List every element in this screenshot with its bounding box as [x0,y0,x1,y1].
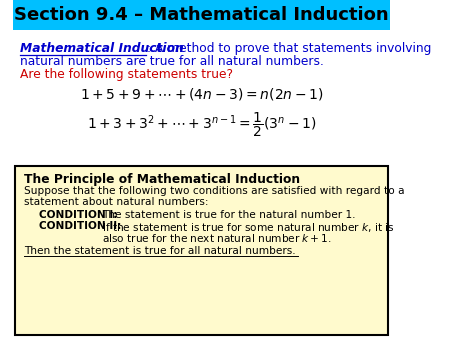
Text: Suppose that the following two conditions are satisfied with regard to a: Suppose that the following two condition… [24,186,405,196]
Text: CONDITION I:: CONDITION I: [39,210,118,220]
Text: CONDITION II:: CONDITION II: [39,221,122,232]
FancyBboxPatch shape [15,166,388,335]
Text: $1 + 5 + 9 + \cdots + (4n - 3) = n(2n - 1)$: $1 + 5 + 9 + \cdots + (4n - 3) = n(2n - … [80,86,324,102]
Text: Then the statement is true for all natural numbers.: Then the statement is true for all natur… [24,246,296,256]
Text: The Principle of Mathematical Induction: The Principle of Mathematical Induction [24,173,301,186]
Text: Section 9.4 – Mathematical Induction: Section 9.4 – Mathematical Induction [14,6,389,24]
Text: : A method to prove that statements involving: : A method to prove that statements invo… [147,42,432,55]
Text: Mathematical Induction: Mathematical Induction [21,42,184,55]
Text: also true for the next natural number $k + 1$.: also true for the next natural number $k… [102,232,331,244]
Text: natural numbers are true for all natural numbers.: natural numbers are true for all natural… [21,55,324,68]
Text: If the statement is true for some natural number $k$, it is: If the statement is true for some natura… [102,221,394,234]
FancyBboxPatch shape [13,0,390,30]
Text: The statement is true for the natural number 1.: The statement is true for the natural nu… [102,210,355,220]
Text: Are the following statements true?: Are the following statements true? [21,68,234,81]
Text: $1 + 3 + 3^2 + \cdots + 3^{n-1} = \dfrac{1}{2}(3^n - 1)$: $1 + 3 + 3^2 + \cdots + 3^{n-1} = \dfrac… [87,111,316,139]
Text: statement about natural numbers:: statement about natural numbers: [24,197,209,207]
